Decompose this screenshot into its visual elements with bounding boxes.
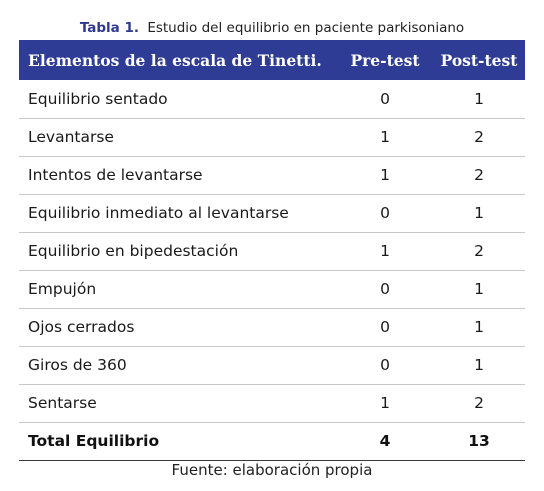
row-post: 2 [474,166,484,184]
row-post: 1 [474,89,484,108]
table-row: Equilibrio en bipedestación 1 2 [19,232,525,270]
row-pre: 0 [380,280,390,298]
total-post: 13 [468,432,490,450]
row-item: Giros de 360 [28,356,127,374]
table-row: Equilibrio sentado 0 1 [19,80,525,118]
row-post: 1 [474,280,484,298]
row-pre: 1 [380,394,390,412]
row-pre: 0 [380,89,390,108]
table-caption: Tabla 1. Estudio del equilibrio en pacie… [0,20,544,36]
table-row: Sentarse 1 2 [19,384,525,422]
table-source-note: Fuente: elaboración propia [171,461,373,479]
table-row: Giros de 360 0 1 [19,346,525,384]
header-post-test: Post-test [440,50,518,70]
table-header-row: Elementos de la escala de Tinetti. Pre-t… [19,40,525,80]
row-pre: 1 [380,166,390,184]
row-pre: 0 [380,318,390,336]
row-pre: 1 [380,242,390,260]
row-post: 1 [474,318,484,336]
header-pre-test: Pre-test [350,50,420,70]
row-item: Intentos de levantarse [28,166,203,184]
caption-label: Tabla 1. [79,20,140,36]
row-pre: 0 [380,356,390,374]
row-post: 2 [474,394,484,412]
row-pre: 1 [380,128,390,146]
row-item: Equilibrio inmediato al levantarse [28,204,289,222]
row-post: 1 [474,204,484,222]
total-pre: 4 [379,432,391,450]
row-item: Levantarse [28,128,114,146]
table-row: Equilibrio inmediato al levantarse 0 1 [19,194,525,232]
row-item: Equilibrio en bipedestación [28,242,239,260]
caption-title: Estudio del equilibrio en paciente parki… [147,20,465,36]
row-post: 2 [474,128,484,146]
row-item: Empujón [28,280,97,298]
header-items: Elementos de la escala de Tinetti. [28,50,322,70]
tinetti-table: Elementos de la escala de Tinetti. Pre-t… [19,40,525,461]
row-pre: 0 [380,204,390,222]
table-row: Intentos de levantarse 1 2 [19,156,525,194]
row-item: Ojos cerrados [28,318,135,336]
row-post: 2 [474,242,484,260]
table-row: Ojos cerrados 0 1 [19,308,525,346]
total-label: Total Equilibrio [28,432,160,450]
table-row: Levantarse 1 2 [19,118,525,156]
table-row: Empujón 0 1 [19,270,525,308]
row-item: Sentarse [28,394,97,412]
row-post: 1 [474,356,484,374]
total-row: Total Equilibrio 4 13 [19,422,525,460]
row-item: Equilibrio sentado [28,89,168,108]
